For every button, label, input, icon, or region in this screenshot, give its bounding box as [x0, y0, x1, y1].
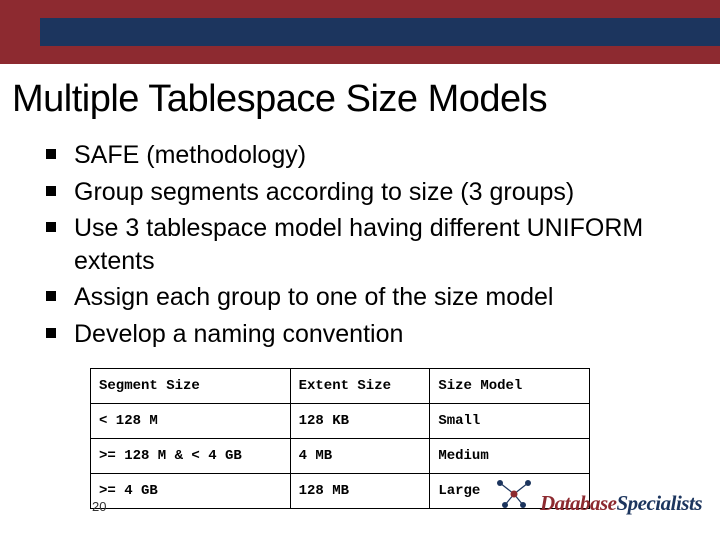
- header-inner-bar: [40, 18, 720, 46]
- cell-extent: 4 MB: [290, 439, 430, 474]
- list-item: Develop a naming convention: [46, 316, 700, 353]
- table-header-row: Segment Size Extent Size Size Model: [91, 369, 590, 404]
- list-item: Assign each group to one of the size mod…: [46, 279, 700, 316]
- brand-part2: Specialists: [616, 491, 702, 515]
- col-header-extent: Extent Size: [290, 369, 430, 404]
- table-row: >= 128 M & < 4 GB 4 MB Medium: [91, 439, 590, 474]
- cell-segment: >= 4 GB: [91, 474, 291, 509]
- table-row: < 128 M 128 KB Small: [91, 404, 590, 439]
- list-item: Use 3 tablespace model having different …: [46, 210, 700, 279]
- brand-logo: DatabaseSpecialists: [496, 489, 702, 524]
- list-item: SAFE (methodology): [46, 137, 700, 174]
- cell-extent: 128 KB: [290, 404, 430, 439]
- page-number: 20: [92, 499, 106, 514]
- cell-extent: 128 MB: [290, 474, 430, 509]
- cell-segment: < 128 M: [91, 404, 291, 439]
- page-title: Multiple Tablespace Size Models: [0, 64, 720, 131]
- cell-model: Small: [430, 404, 590, 439]
- cell-segment: >= 128 M & < 4 GB: [91, 439, 291, 474]
- bullet-list: SAFE (methodology) Group segments accord…: [0, 131, 720, 362]
- brand-part1: Database: [540, 491, 617, 515]
- list-item: Group segments according to size (3 grou…: [46, 174, 700, 211]
- logo-icon: [496, 479, 532, 514]
- col-header-segment: Segment Size: [91, 369, 291, 404]
- header-banner: [0, 0, 720, 64]
- logo-text: DatabaseSpecialists: [540, 497, 702, 514]
- col-header-model: Size Model: [430, 369, 590, 404]
- cell-model: Medium: [430, 439, 590, 474]
